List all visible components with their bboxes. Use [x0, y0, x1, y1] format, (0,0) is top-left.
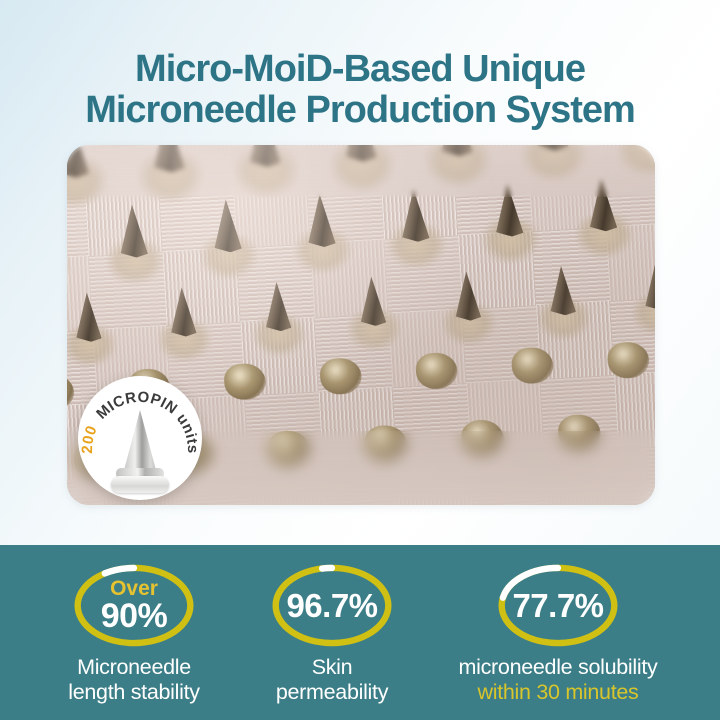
mold-needle: [629, 259, 655, 349]
stat-label: microneedle solubility within 30 minutes: [458, 655, 658, 704]
stat-skin-permeability: 96.7% Skin permeability: [237, 561, 427, 705]
micropin-needle-collar: [116, 468, 164, 479]
micropin-count-badge: 200 MICROPIN units: [78, 376, 202, 500]
mold-needle: [67, 291, 118, 381]
micropin-needle-base: [111, 476, 169, 493]
stat-value: 96.7%: [286, 586, 378, 624]
stat-prefix: Over: [110, 577, 158, 600]
stat-length-stability: Over 90% Microneedle length stability: [31, 561, 237, 705]
progress-ring-wrap: 96.7%: [268, 561, 396, 650]
microneedle-mold-photo: 200 MICROPIN units: [67, 145, 655, 505]
mold-needle: [534, 265, 592, 355]
mold-needle: [440, 270, 498, 360]
stat-value: 90%: [100, 597, 168, 635]
progress-ring-wrap: 77.7%: [494, 561, 622, 650]
stat-value: 77.7%: [512, 586, 604, 624]
progress-ring: [74, 564, 194, 647]
badge-count: 200: [79, 423, 101, 454]
title-line-1: Micro-MoiD-Based Unique: [135, 48, 586, 91]
stat-label-highlight: within 30 minutes: [477, 680, 639, 704]
mold-needle: [385, 187, 447, 284]
stat-text: Over 90%: [70, 561, 198, 650]
mold-needle: [345, 275, 403, 365]
stat-solubility: 77.7% microneedle solubility within 30 m…: [427, 561, 689, 705]
stat-label: Skin permeability: [275, 655, 389, 704]
stat-text: 96.7%: [268, 561, 396, 650]
progress-ring-wrap: Over 90%: [70, 561, 198, 650]
stat-text: 77.7%: [494, 561, 622, 650]
mold-needle: [197, 198, 259, 295]
page-title: Micro-MoiD-Based Unique Microneedle Prod…: [0, 49, 720, 131]
mold-needle: [103, 203, 165, 300]
title-line-2: Microneedle Production System: [85, 89, 636, 132]
photo-blur-top: [67, 145, 655, 197]
mold-needle: [250, 280, 308, 370]
progress-ring: [272, 564, 392, 647]
progress-ring: [498, 564, 618, 647]
mold-needle: [291, 193, 353, 290]
stats-section: Over 90% Microneedle length stability 96…: [0, 545, 720, 720]
mold-needle: [155, 286, 213, 376]
stat-label: Microneedle length stability: [68, 655, 200, 704]
